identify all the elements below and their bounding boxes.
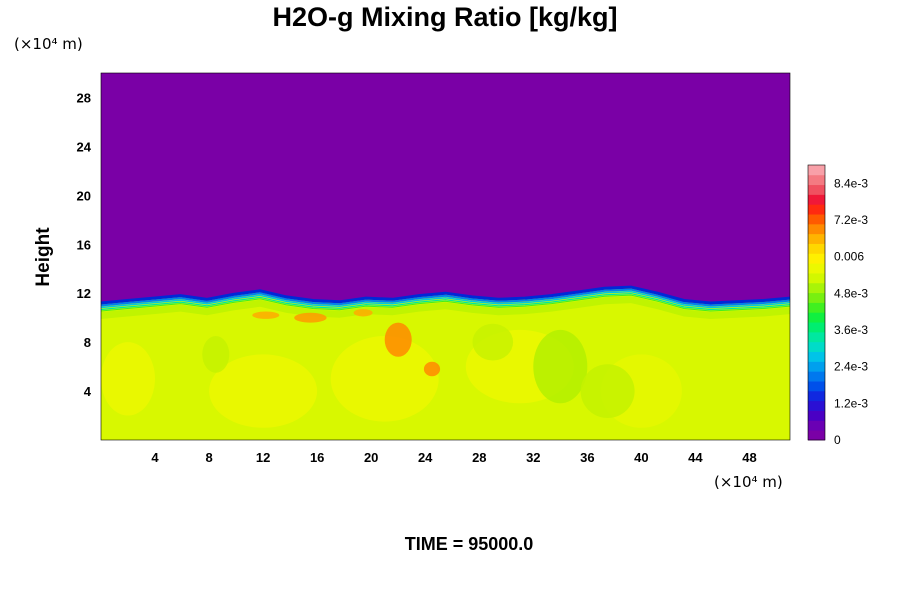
colorbar-segment (808, 165, 825, 176)
heatmap-plot-area (100, 72, 791, 441)
x-unit-label: (×10⁴ m) (714, 473, 783, 491)
x-tick-label: 12 (256, 450, 270, 465)
moisture-front-band (100, 288, 791, 307)
moisture-blob (384, 322, 412, 357)
x-tick-label: 48 (742, 450, 756, 465)
colorbar-segment (808, 194, 825, 205)
colorbar-segment (808, 312, 825, 323)
plot-border (100, 72, 791, 441)
colorbar-segment (808, 243, 825, 254)
colorbar-tick-label: 0 (834, 433, 841, 447)
colorbar-segment (808, 273, 825, 284)
moisture-blob (101, 342, 155, 416)
x-tick-label: 16 (310, 450, 324, 465)
y-tick-label: 4 (84, 384, 92, 399)
colorbar-segment (808, 381, 825, 392)
y-unit-label: (×10⁴ m) (14, 35, 83, 53)
moisture-blob (423, 361, 441, 377)
x-tick-label: 8 (205, 450, 212, 465)
x-tick-label: 36 (580, 450, 594, 465)
moisture-front-band (100, 290, 791, 309)
colorbar-tick-label: 7.2e-3 (834, 213, 868, 227)
colorbar-segment (808, 282, 825, 294)
y-tick-label: 12 (77, 286, 91, 301)
colorbar-segment (808, 204, 825, 215)
y-axis-ticks: 4 8 12 16 20 24 28 (77, 91, 92, 400)
moisture-blob (533, 329, 588, 404)
moisture-front-band (100, 292, 791, 311)
x-tick-label: 40 (634, 450, 648, 465)
colorbar-segment (808, 400, 825, 411)
y-tick-label: 16 (77, 237, 91, 252)
colorbar-tick-label: 8.4e-3 (834, 176, 868, 190)
colorbar-segment (808, 253, 825, 264)
colorbar-segment (808, 331, 825, 343)
moisture-blob (330, 336, 439, 422)
moist-band-yellowgreen (101, 303, 790, 440)
colorbar-segment (808, 233, 825, 244)
colorbar-segment (808, 302, 825, 313)
colorbar-segment (808, 292, 825, 303)
colorbar-ticks: 0 1.2e-3 2.4e-3 3.6e-3 4.8e-3 0.006 7.2e-3 8.4e… (834, 176, 868, 447)
colorbar-segment (808, 371, 825, 382)
moisture-blob (353, 309, 373, 317)
x-tick-label: 20 (364, 450, 378, 465)
y-axis-label: Height (33, 227, 54, 287)
x-tick-label: 28 (472, 450, 486, 465)
colorbar-tick-label: 4.8e-3 (834, 286, 868, 300)
dry-upper-layer (101, 73, 790, 303)
colorbar (807, 164, 826, 441)
moisture-blobs (101, 309, 682, 428)
colorbar-segment (808, 263, 825, 274)
colorbar-segment (808, 174, 825, 186)
moisture-blob (472, 323, 514, 361)
x-axis-ticks: 4 8 12 16 20 24 28 32 36 40 44 48 (151, 450, 756, 465)
moisture-blob (202, 336, 230, 373)
x-tick-label: 32 (526, 450, 540, 465)
y-tick-label: 24 (77, 139, 92, 154)
colorbar-segment (808, 351, 825, 362)
colorbar-segment (808, 184, 825, 195)
y-tick-label: 28 (77, 91, 91, 106)
y-tick-label: 20 (77, 188, 91, 203)
moisture-blob (580, 364, 635, 418)
colorbar-segment (808, 341, 825, 353)
colorbar-tick-label: 0.006 (834, 250, 864, 264)
x-tick-label: 24 (418, 450, 433, 465)
colorbar-segment (808, 361, 825, 372)
colorbar-tick-label: 1.2e-3 (834, 396, 868, 410)
colorbar-segment (808, 390, 825, 402)
colorbar-segment (808, 420, 825, 431)
colorbar-border (807, 164, 826, 441)
colorbar-tick-label: 3.6e-3 (834, 323, 868, 337)
colorbar-segment (808, 214, 825, 225)
moisture-front-band (100, 294, 791, 312)
x-tick-label: 44 (688, 450, 703, 465)
chart-title: H2O-g Mixing Ratio [kg/kg] (272, 2, 617, 32)
colorbar-segment (808, 410, 825, 421)
moisture-blob (252, 311, 280, 319)
colorbar-tick-label: 2.4e-3 (834, 360, 868, 374)
colorbar-segment (808, 322, 825, 333)
x-tick-label: 4 (151, 450, 159, 465)
moisture-blob (294, 312, 327, 323)
colorbar-segment (808, 223, 825, 235)
moisture-front-line (100, 285, 791, 305)
colorbar-segment (808, 430, 825, 441)
y-tick-label: 8 (84, 335, 91, 350)
moisture-blob (209, 354, 318, 428)
time-label: TIME = 95000.0 (405, 534, 534, 554)
